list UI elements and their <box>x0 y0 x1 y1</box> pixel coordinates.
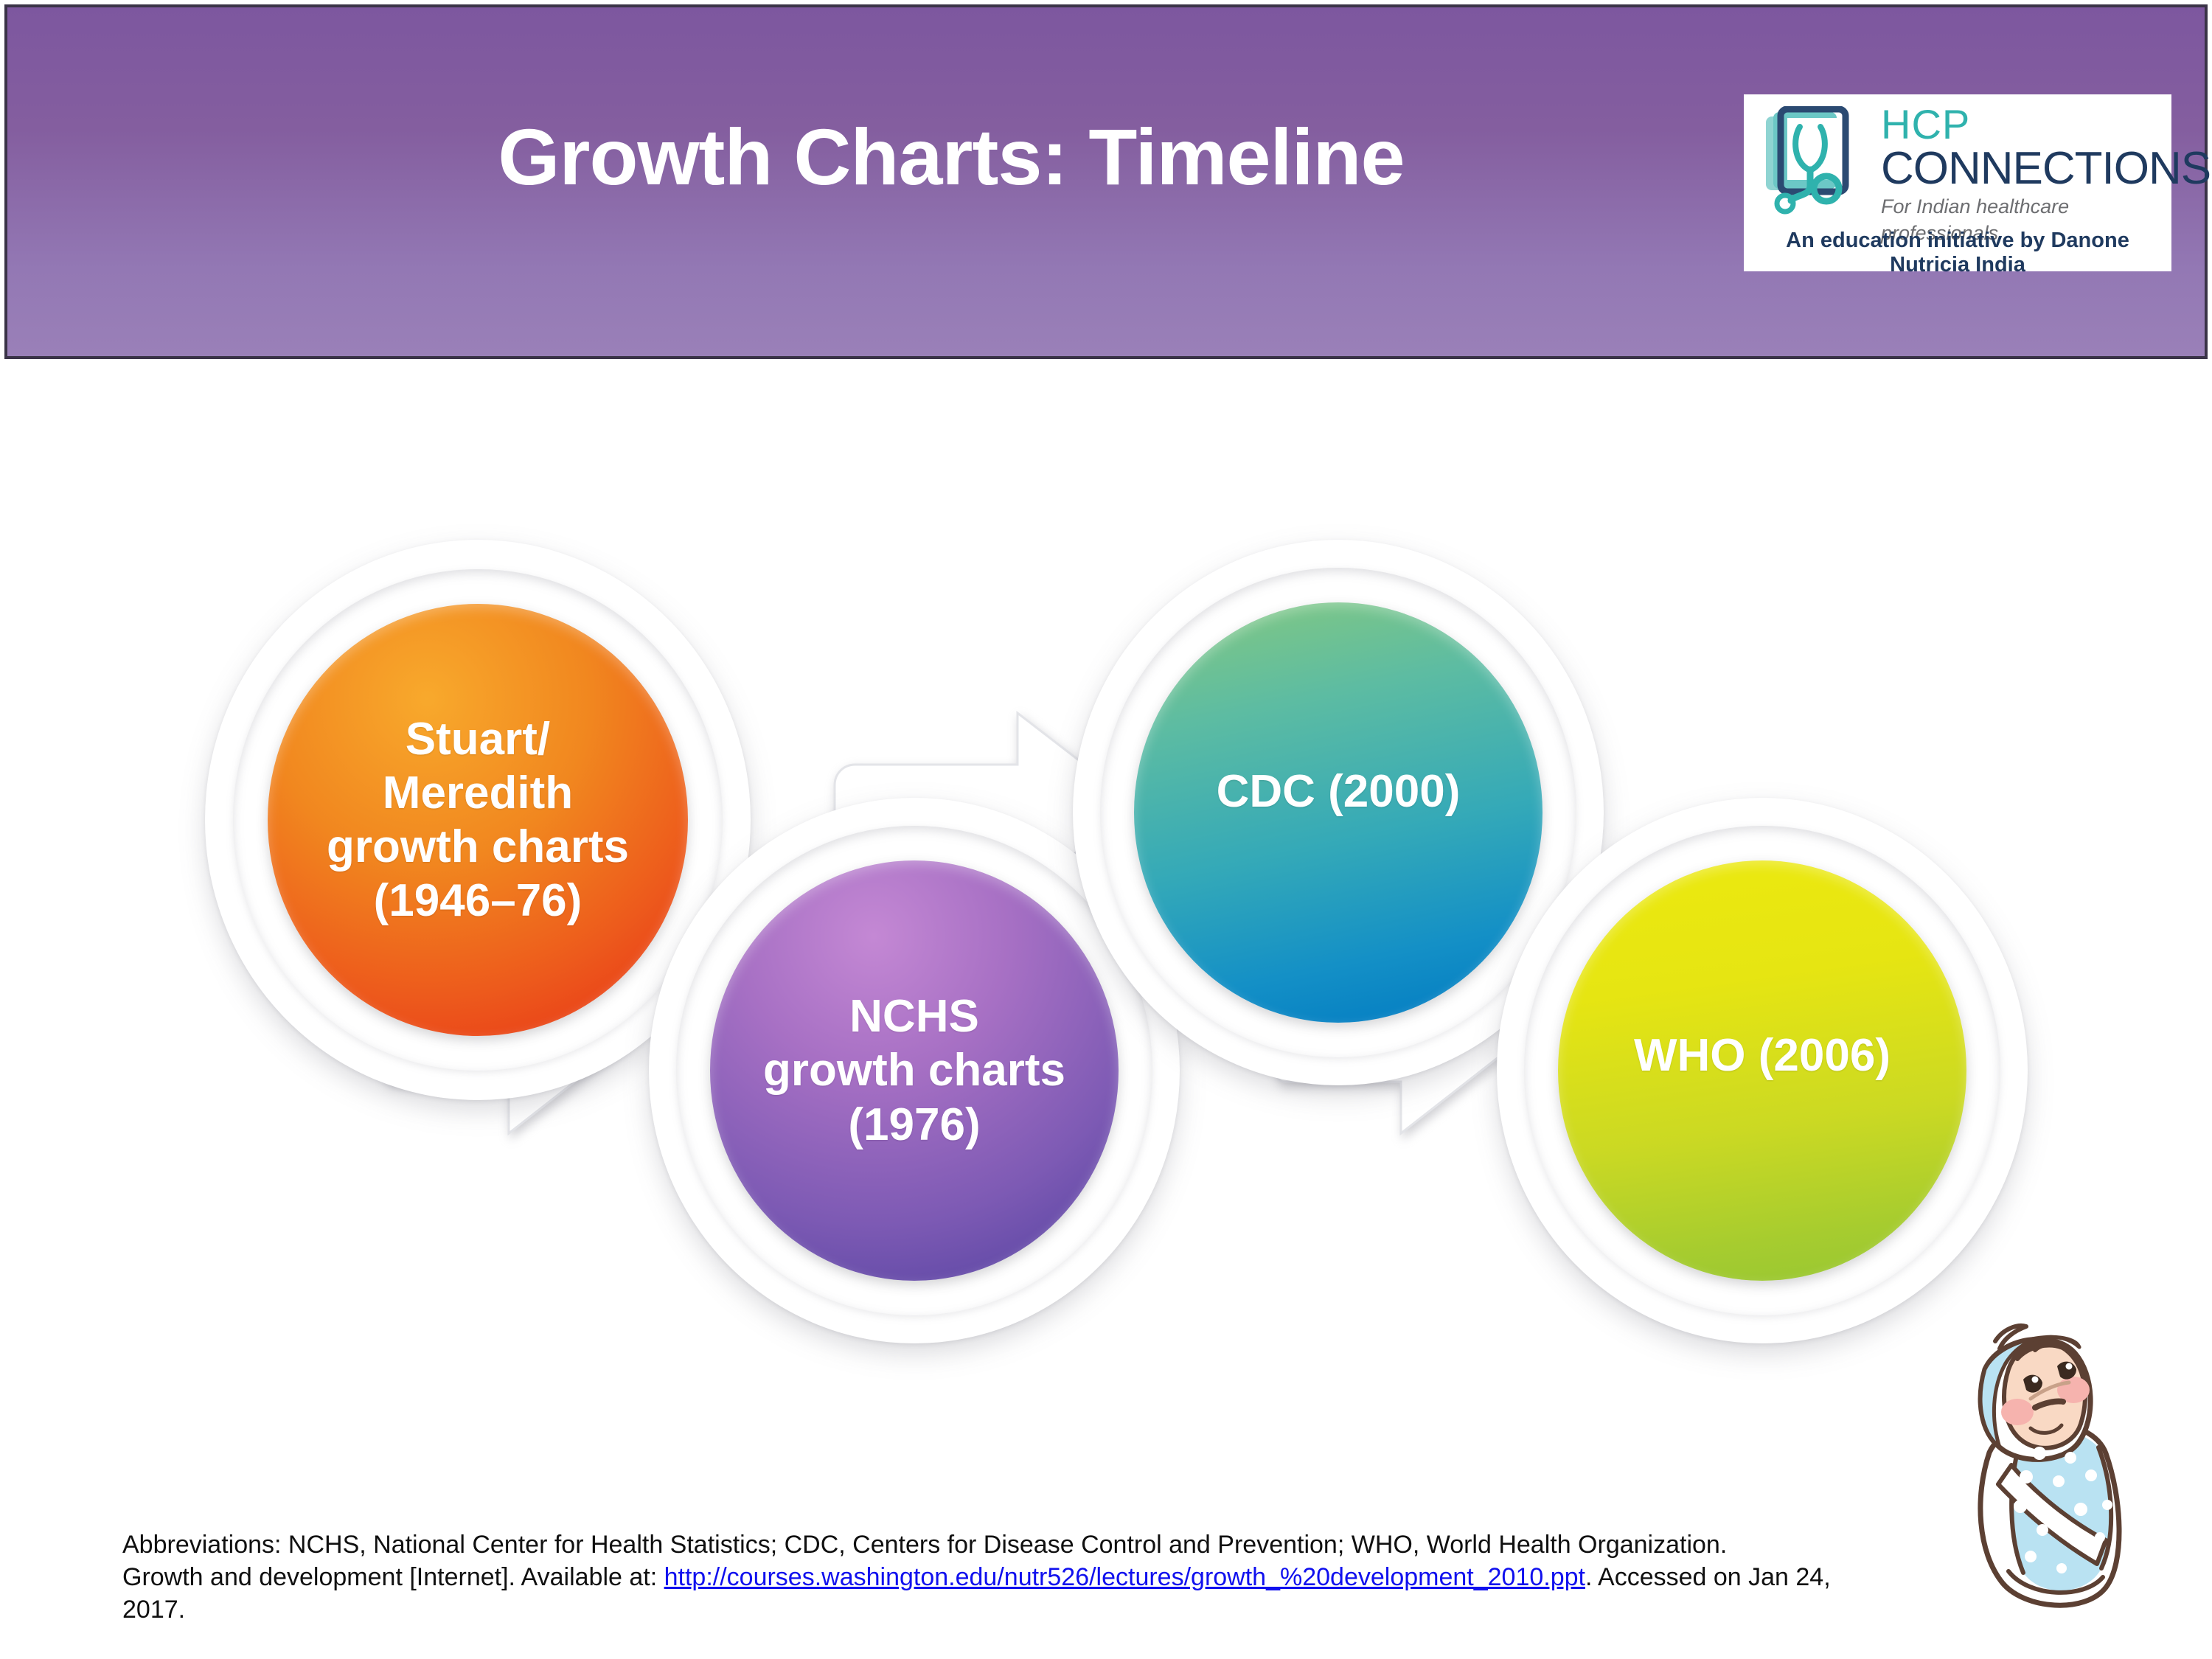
node-label: Stuart/ Meredith growth charts (1946–76) <box>327 713 629 927</box>
footer-abbreviations-line: Abbreviations: NCHS, National Center for… <box>122 1528 1885 1561</box>
node-label: CDC (2000) <box>1216 766 1461 818</box>
swaddled-baby-illustration <box>1932 1301 2197 1618</box>
tablet-stethoscope-icon <box>1763 105 1874 217</box>
node-disc: CDC (2000) <box>1133 602 1543 1023</box>
timeline-node-who[interactable]: WHO (2006) <box>1497 798 2028 1343</box>
logo-hcp-text: HCP <box>1881 101 1971 147</box>
timeline-diagram: Stuart/ Meredith growth charts (1946–76)… <box>0 359 2212 1509</box>
hcp-connections-logo: HCP CONNECTIONS For Indian healthcare pr… <box>1744 94 2211 276</box>
logo-tagline: For Indian healthcare professionals <box>1881 195 2070 244</box>
source-prefix: Growth and development [Internet]. Avail… <box>122 1563 664 1591</box>
logo-initiative-line: An education initiative by Danone Nutric… <box>1786 229 2129 276</box>
abbrev-body: NCHS, National Center for Health Statist… <box>281 1531 1728 1559</box>
timeline-node-nchs[interactable]: NCHS growth charts (1976) <box>649 798 1180 1343</box>
node-disc: Stuart/ Meredith growth charts (1946–76) <box>268 604 688 1036</box>
footer-source-line: Growth and development [Internet]. Avail… <box>122 1561 1885 1626</box>
footer-notes: Abbreviations: NCHS, National Center for… <box>122 1528 1885 1626</box>
slide-header-bar: Growth Charts: Timeline HCP <box>4 4 2211 359</box>
node-label: NCHS growth charts (1976) <box>763 991 1065 1150</box>
logo-connections-text: CONNECTIONS <box>1881 143 2211 194</box>
source-suffix: . Accessed on Jan 24, 2017. <box>122 1563 1831 1624</box>
page-title: Growth Charts: Timeline <box>498 112 1405 201</box>
node-disc: NCHS growth charts (1976) <box>709 860 1119 1281</box>
node-disc: WHO (2006) <box>1557 860 1967 1281</box>
node-label: WHO (2006) <box>1634 1030 1891 1082</box>
source-url-link[interactable]: http://courses.washington.edu/nutr526/le… <box>664 1563 1585 1591</box>
timeline-node-cdc[interactable]: CDC (2000) <box>1073 540 1604 1085</box>
abbrev-label: Abbreviations: <box>122 1531 282 1559</box>
timeline-node-stuart-meredith[interactable]: Stuart/ Meredith growth charts (1946–76) <box>205 540 751 1100</box>
